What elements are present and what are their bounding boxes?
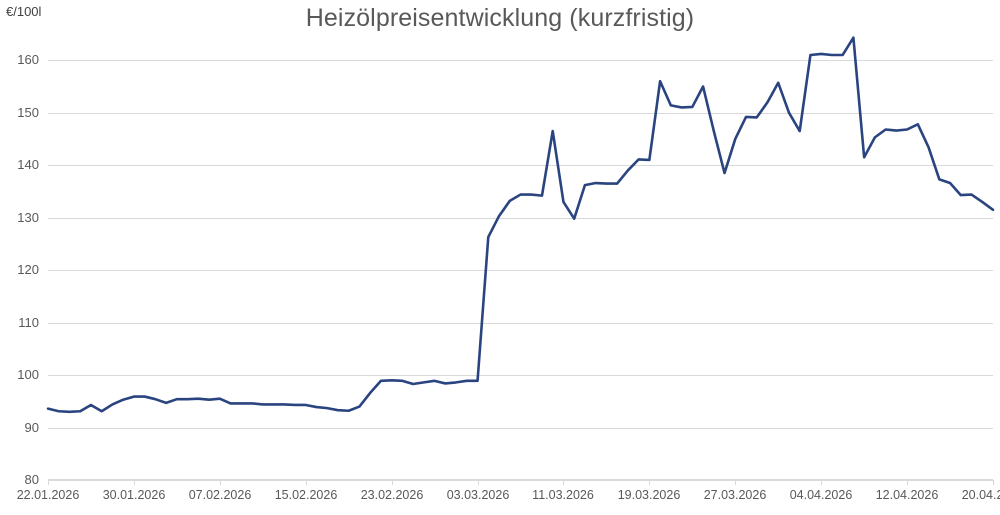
gridline-120: [48, 270, 993, 271]
x-tick-mark-7: [649, 480, 650, 485]
x-tick-mark-10: [907, 480, 908, 485]
x-tick-mark-11: [993, 480, 994, 485]
gridline-160: [48, 60, 993, 61]
x-tick-mark-5: [478, 480, 479, 485]
gridline-130: [48, 218, 993, 219]
x-tick-mark-4: [392, 480, 393, 485]
plot-area: 80 90 100 110 120 130 140 150 160: [17, 34, 995, 487]
x-tick-label-9: 04.04.2026: [789, 488, 853, 502]
chart-title: Heizölpreisentwicklung (kurzfristig): [305, 4, 695, 32]
x-tick-label-2: 07.02.2026: [188, 488, 252, 502]
y-tick-label-80: 80: [24, 472, 39, 487]
gridline-100: [48, 375, 993, 376]
x-tick-label-0: 22.01.2026: [16, 488, 80, 502]
y-tick-label-110: 110: [18, 315, 39, 330]
x-axis-baseline: [48, 479, 993, 480]
y-tick-label-160: 160: [17, 52, 39, 67]
x-tick-mark-0: [48, 480, 49, 485]
y-tick-label-130: 130: [17, 210, 39, 225]
gridline-90: [48, 428, 993, 429]
x-tick-label-11: 20.04.2026: [961, 488, 1000, 502]
x-tick-mark-1: [134, 480, 135, 485]
x-tick-label-3: 15.02.2026: [274, 488, 338, 502]
x-tick-label-1: 30.01.2026: [102, 488, 166, 502]
gridline-140: [48, 165, 993, 166]
gridline-80: [48, 480, 993, 481]
x-tick-label-10: 12.04.2026: [875, 488, 939, 502]
price-polyline: [46, 36, 995, 414]
y-axis-unit-label: €/100l: [6, 4, 42, 19]
x-tick-label-4: 23.02.2026: [360, 488, 424, 502]
x-tick-label-5: 03.03.2026: [446, 488, 510, 502]
x-tick-label-8: 27.03.2026: [703, 488, 767, 502]
x-tick-label-6: 11.03.2026: [532, 488, 594, 502]
x-tick-label-7: 19.03.2026: [617, 488, 681, 502]
x-tick-mark-2: [220, 480, 221, 485]
y-tick-label-120: 120: [17, 262, 39, 277]
y-tick-label-90: 90: [24, 420, 39, 435]
price-series-line: [46, 36, 995, 414]
x-tick-mark-9: [821, 480, 822, 485]
y-tick-label-100: 100: [17, 367, 39, 382]
x-tick-mark-3: [306, 480, 307, 485]
x-tick-mark-6: [563, 480, 564, 485]
x-tick-mark-8: [735, 480, 736, 485]
y-tick-label-140: 140: [17, 157, 39, 172]
gridline-110: [48, 323, 993, 324]
y-tick-label-150: 150: [17, 105, 39, 120]
gridline-150: [48, 113, 993, 114]
